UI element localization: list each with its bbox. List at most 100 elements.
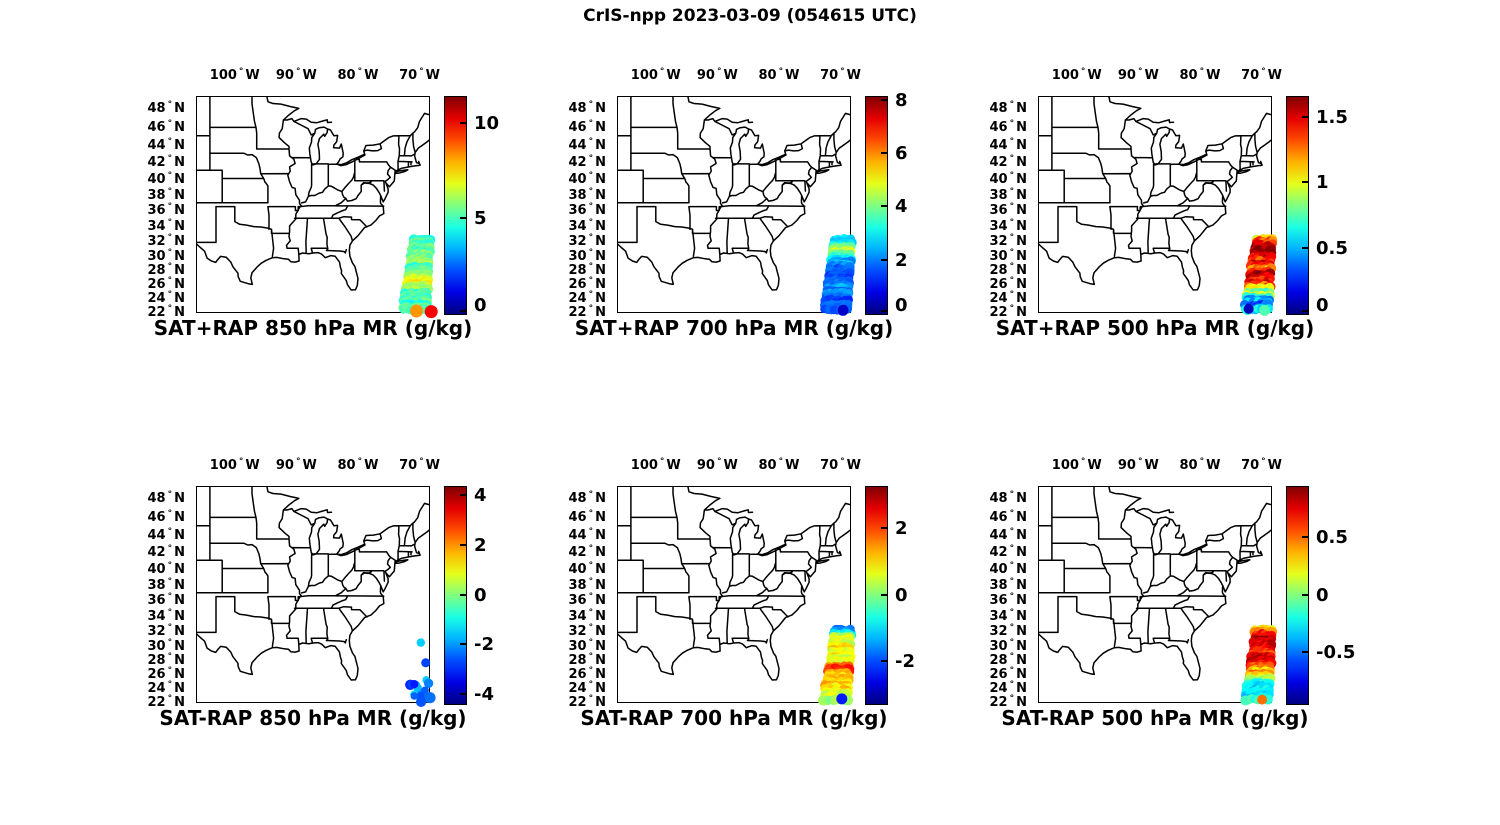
lat-tick-dir: N [1016, 593, 1027, 609]
degree-symbol: ° [167, 186, 173, 197]
lat-tick-value: 40 [989, 561, 1008, 577]
lat-tick-label: 48 ° N [542, 100, 606, 116]
lon-tick-dir: W [1267, 68, 1282, 83]
lat-tick-label: 30 ° N [963, 638, 1027, 653]
degree-symbol: ° [588, 100, 594, 111]
lon-tick-label: 100 ° W [616, 458, 696, 473]
lat-tick-label: 26 ° N [542, 277, 606, 293]
lat-tick-dir: N [174, 577, 185, 593]
lon-tick-label: 80 ° W [318, 458, 398, 473]
colorbar-tick-label: -2 [474, 634, 494, 656]
colorbar-tick-mark [1302, 310, 1308, 312]
lat-tick-label: 44 ° N [542, 527, 606, 542]
degree-symbol: ° [778, 67, 784, 77]
colorbar-tick-label: 0.5 [1316, 237, 1348, 259]
lon-tick-dir: W [425, 68, 440, 83]
lon-tick-value: 90 [696, 68, 715, 83]
colorbar-tick-mark [881, 527, 887, 530]
highlight-dot [416, 638, 425, 647]
degree-symbol: ° [716, 457, 722, 467]
lat-tick-value: 42 [147, 154, 166, 170]
lat-tick-label: 40 ° N [121, 171, 185, 186]
lat-tick-dir: N [174, 667, 185, 683]
lat-tick-value: 44 [147, 137, 166, 153]
degree-symbol: ° [1009, 666, 1015, 677]
lat-tick-value: 38 [568, 187, 587, 203]
lat-tick-label: 42 ° N [963, 544, 1027, 559]
degree-symbol: ° [588, 592, 594, 603]
lat-tick-value: 26 [989, 277, 1008, 293]
lat-tick-dir: N [595, 680, 606, 696]
lat-tick-label: 48 ° N [542, 490, 606, 506]
degree-symbol: ° [588, 637, 594, 648]
lon-tick-dir: W [723, 68, 738, 83]
lon-tick-dir: W [364, 458, 379, 473]
lon-tick-dir: W [302, 68, 317, 83]
degree-symbol: ° [1080, 457, 1086, 467]
degree-symbol: ° [167, 303, 173, 314]
lat-tick-dir: N [595, 277, 606, 293]
lon-tick-value: 80 [758, 68, 777, 83]
us-state-outlines [617, 486, 851, 681]
lat-tick-value: 38 [989, 577, 1008, 593]
lat-tick-value: 22 [147, 304, 166, 320]
lon-tick-dir: W [846, 68, 861, 83]
lat-tick-dir: N [174, 608, 185, 624]
degree-symbol: ° [588, 261, 594, 272]
lat-tick-value: 48 [989, 101, 1008, 117]
degree-symbol: ° [588, 217, 594, 228]
lat-tick-value: 38 [147, 187, 166, 203]
lat-tick-label: 38 ° N [121, 186, 185, 203]
lat-tick-label: 46 ° N [121, 119, 185, 134]
degree-symbol: ° [588, 202, 594, 213]
lat-tick-value: 36 [989, 203, 1008, 219]
lat-tick-value: 42 [989, 154, 1008, 170]
lat-tick-label: 24 ° N [542, 290, 606, 305]
figure-title: CrIS-npp 2023-03-09 (054615 UTC) [583, 6, 917, 26]
lat-tick-dir: N [595, 248, 606, 264]
degree-symbol: ° [167, 136, 173, 147]
lat-tick-label: 34 ° N [121, 608, 185, 624]
lat-tick-dir: N [174, 694, 185, 710]
map-sat-minus-rap-850 [196, 486, 436, 707]
colorbar-tick-mark [460, 593, 466, 596]
lat-tick-value: 46 [989, 509, 1008, 525]
lat-tick-value: 42 [568, 154, 587, 170]
lat-tick-label: 46 ° N [963, 119, 1027, 134]
colorbar-tick-label: 0 [895, 584, 908, 606]
lon-tick-dir: W [1206, 458, 1221, 473]
lat-tick-label: 44 ° N [121, 136, 185, 153]
map-sat-minus-rap-500 [1038, 486, 1278, 706]
degree-symbol: ° [167, 100, 173, 111]
lat-tick-dir: N [174, 218, 185, 234]
lat-tick-dir: N [595, 577, 606, 593]
lat-tick-value: 36 [147, 593, 166, 609]
lat-tick-dir: N [1016, 509, 1027, 525]
lon-tick-label: 70 ° W [801, 68, 881, 83]
lat-tick-value: 28 [147, 262, 166, 278]
lat-tick-value: 28 [147, 652, 166, 668]
lon-tick-label: 100 ° W [616, 68, 696, 83]
lat-tick-label: 24 ° N [542, 680, 606, 696]
colorbar-tick-mark [881, 593, 887, 596]
colorbar-tick-mark [881, 152, 887, 155]
map-frame [617, 96, 851, 313]
map-frame [196, 486, 430, 703]
degree-symbol: ° [1137, 67, 1143, 77]
lat-tick-dir: N [1016, 171, 1027, 187]
degree-symbol: ° [588, 490, 594, 501]
degree-symbol: ° [167, 232, 173, 243]
lon-tick-label: 80 ° W [1160, 68, 1240, 83]
degree-symbol: ° [167, 508, 173, 519]
colorbar-tick-label: -0.5 [1316, 642, 1356, 664]
lon-tick-value: 70 [1241, 458, 1260, 473]
panel-title-sat-minus-rap-700: SAT-RAP 700 hPa MR (g/kg) [580, 706, 888, 730]
lat-tick-value: 22 [989, 694, 1008, 710]
degree-symbol: ° [1009, 607, 1015, 618]
highlight-dot [1257, 694, 1268, 705]
lon-tick-value: 70 [399, 68, 418, 83]
map-sat-plus-rap-850 [196, 96, 438, 319]
lat-tick-dir: N [595, 608, 606, 624]
degree-symbol: ° [1009, 247, 1015, 258]
lon-tick-dir: W [846, 458, 861, 473]
